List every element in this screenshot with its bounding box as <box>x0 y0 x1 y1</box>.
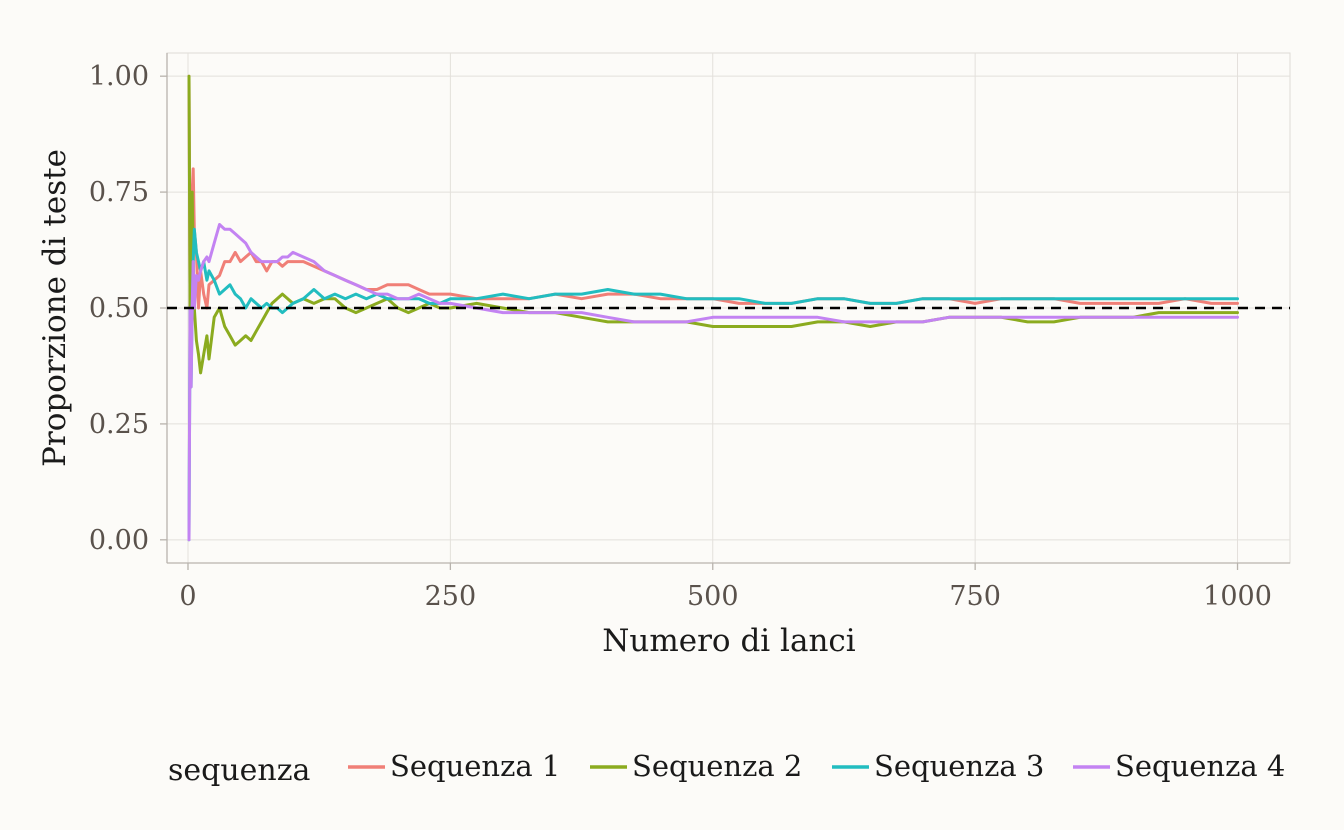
legend-item-3: Sequenza 3 <box>832 749 1044 783</box>
x-tick-label: 1000 <box>1203 581 1272 612</box>
y-tick-label: 1.00 <box>89 61 149 92</box>
series-line-4 <box>187 223 1239 542</box>
legend-label: Sequenza 4 <box>1115 749 1285 783</box>
x-tick-label: 0 <box>179 581 196 612</box>
legend: sequenza Sequenza 1 Sequenza 2 Sequenza 3 S… <box>168 749 1285 788</box>
y-tick-label: 0.25 <box>89 409 149 440</box>
series-line-3 <box>187 227 1239 542</box>
x-axis-title: Numero di lanci <box>602 623 856 659</box>
legend-label: Sequenza 3 <box>874 749 1044 783</box>
legend-item-1: Sequenza 1 <box>348 749 560 783</box>
x-tick-label: 500 <box>687 581 739 612</box>
y-axis-title: Proporzione di teste <box>37 149 73 467</box>
legend-item-2: Sequenza 2 <box>590 749 802 783</box>
legend-title: sequenza <box>168 753 311 788</box>
x-tick-label: 250 <box>425 581 477 612</box>
legend-label: Sequenza 1 <box>390 749 560 783</box>
x-axis-ticks: 0 250 500 750 1000 <box>179 563 1272 612</box>
y-axis-ticks: 0.00 0.25 0.50 0.75 1.00 <box>89 61 167 556</box>
legend-item-4: Sequenza 4 <box>1073 749 1285 783</box>
y-tick-label: 0.50 <box>89 293 149 324</box>
series-layer <box>187 74 1239 542</box>
x-tick-label: 750 <box>949 581 1001 612</box>
legend-label: Sequenza 2 <box>632 749 802 783</box>
y-tick-label: 0.75 <box>89 177 149 208</box>
y-tick-label: 0.00 <box>89 525 149 556</box>
